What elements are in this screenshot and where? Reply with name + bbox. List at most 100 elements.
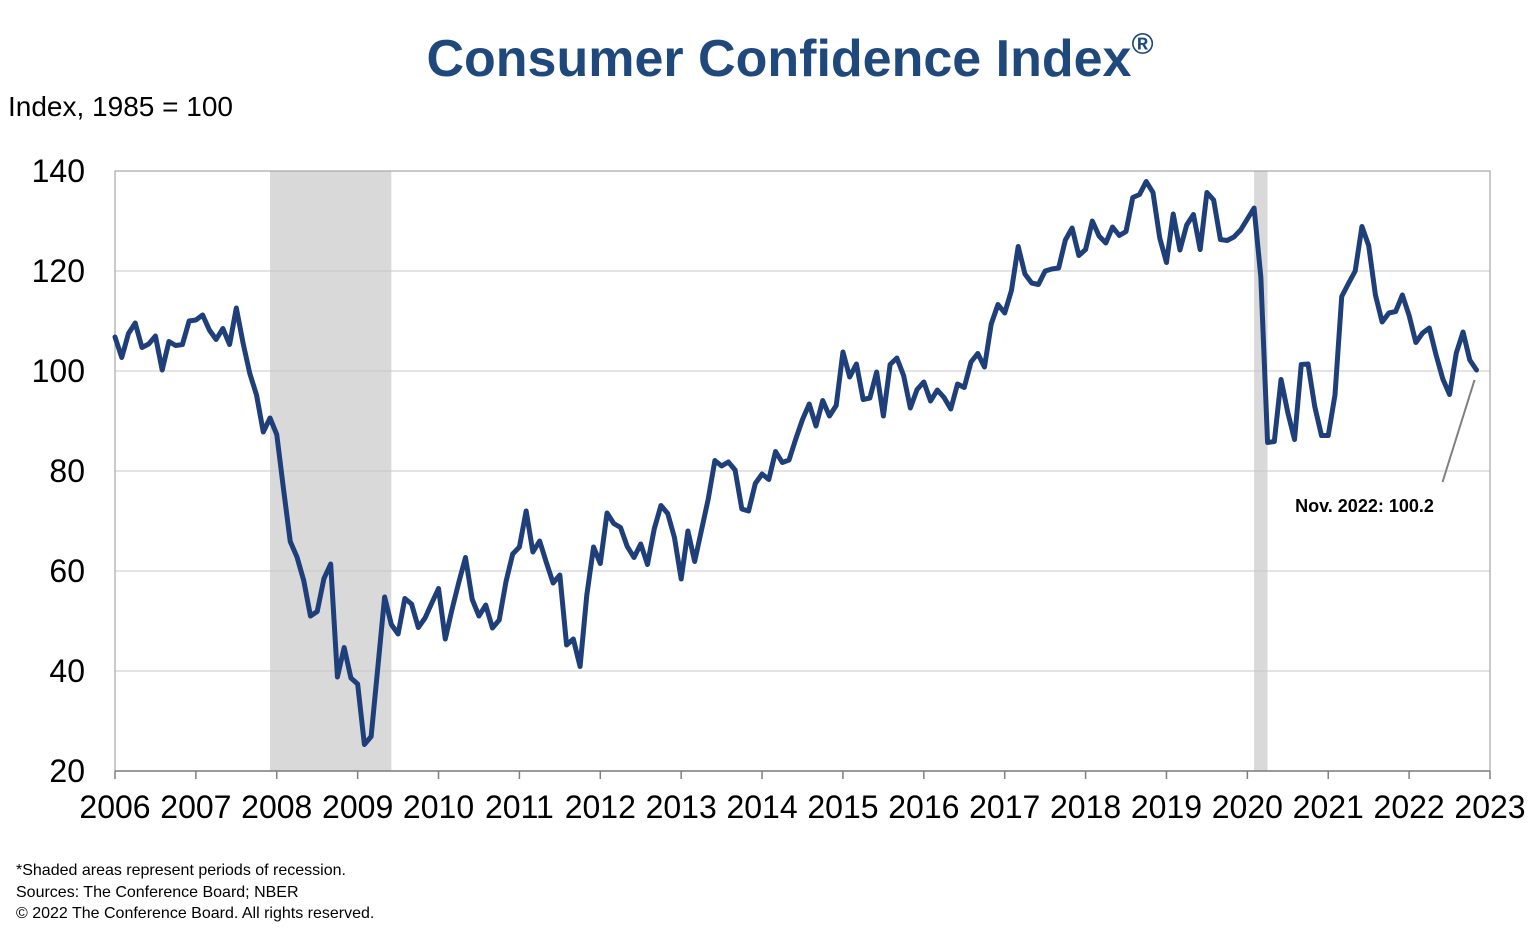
data-point bbox=[1434, 353, 1438, 357]
data-point bbox=[626, 545, 629, 548]
x-tick-label: 2016 bbox=[888, 789, 959, 825]
y-tick-label: 80 bbox=[49, 453, 85, 489]
data-point bbox=[396, 632, 400, 636]
data-point bbox=[1380, 320, 1384, 324]
recession-footnote: *Shaded areas represent periods of reces… bbox=[16, 862, 346, 879]
data-point bbox=[369, 735, 373, 738]
data-point bbox=[1124, 230, 1128, 233]
data-point bbox=[1441, 377, 1445, 381]
data-point bbox=[1448, 393, 1451, 396]
data-point bbox=[754, 482, 757, 485]
registered-mark: ® bbox=[1131, 28, 1153, 61]
data-point bbox=[390, 623, 393, 626]
data-point bbox=[875, 370, 878, 374]
gridlines bbox=[115, 270, 1490, 672]
data-point bbox=[1239, 228, 1242, 232]
data-point bbox=[1461, 330, 1465, 334]
data-point bbox=[417, 626, 420, 629]
data-point bbox=[1118, 234, 1121, 237]
data-point bbox=[599, 562, 602, 565]
data-point bbox=[403, 597, 407, 600]
data-point bbox=[1421, 331, 1424, 335]
x-tick-label: 2023 bbox=[1454, 789, 1525, 825]
data-point bbox=[1165, 261, 1168, 264]
data-point bbox=[221, 327, 225, 330]
data-point bbox=[1367, 244, 1370, 247]
data-point bbox=[140, 346, 144, 349]
data-point bbox=[774, 450, 777, 453]
data-point bbox=[888, 363, 892, 366]
data-point bbox=[855, 362, 858, 366]
data-point bbox=[673, 536, 676, 539]
data-point bbox=[787, 458, 791, 462]
data-point bbox=[861, 398, 865, 401]
data-point bbox=[632, 556, 636, 559]
data-point bbox=[1347, 282, 1350, 285]
data-point bbox=[679, 577, 683, 581]
data-point bbox=[1111, 225, 1114, 229]
data-point bbox=[841, 350, 845, 354]
data-point bbox=[585, 593, 589, 597]
data-point bbox=[727, 460, 730, 464]
y-axis-unit-label: Index, 1985 = 100 bbox=[8, 91, 233, 122]
data-point bbox=[949, 407, 952, 411]
data-point bbox=[363, 743, 366, 746]
data-point bbox=[1246, 217, 1249, 221]
data-point bbox=[1057, 266, 1060, 270]
x-tick-label: 2015 bbox=[807, 789, 878, 825]
y-tick-label: 40 bbox=[49, 653, 85, 689]
data-point bbox=[942, 396, 946, 399]
data-point bbox=[1360, 225, 1364, 228]
data-point bbox=[1097, 234, 1101, 238]
data-point bbox=[868, 396, 872, 400]
data-point bbox=[241, 341, 245, 345]
data-point bbox=[1313, 405, 1316, 408]
data-point bbox=[1387, 311, 1391, 315]
data-point bbox=[767, 478, 770, 481]
data-point bbox=[410, 602, 413, 606]
data-point bbox=[147, 342, 150, 346]
data-point bbox=[1340, 295, 1343, 298]
data-point bbox=[167, 340, 171, 343]
data-point bbox=[1394, 310, 1397, 313]
annotation-label: Nov. 2022: 100.2 bbox=[1295, 496, 1434, 516]
y-tick-label: 100 bbox=[32, 353, 85, 389]
y-tick-label: 20 bbox=[49, 753, 85, 789]
data-point bbox=[929, 399, 932, 403]
data-point bbox=[268, 416, 272, 420]
data-point bbox=[1205, 191, 1209, 194]
data-point bbox=[659, 504, 663, 507]
data-point bbox=[1178, 248, 1182, 252]
data-point bbox=[235, 306, 238, 310]
data-point bbox=[936, 388, 939, 392]
data-point bbox=[909, 406, 912, 410]
data-point bbox=[808, 402, 811, 406]
data-point bbox=[1300, 363, 1303, 366]
data-point bbox=[1070, 226, 1074, 230]
x-axis: 2006 2007 2008 2009 2010 2011 2012 2013 2014 2015… bbox=[79, 770, 1526, 825]
data-point bbox=[1259, 275, 1263, 279]
data-point bbox=[619, 526, 622, 529]
data-point bbox=[1401, 293, 1404, 297]
data-point bbox=[956, 382, 959, 386]
data-point bbox=[990, 322, 993, 326]
data-point bbox=[1064, 238, 1067, 242]
data-point bbox=[464, 556, 467, 559]
data-point bbox=[915, 388, 919, 391]
data-point bbox=[504, 580, 508, 584]
data-point bbox=[1037, 283, 1040, 286]
data-point bbox=[801, 418, 804, 421]
data-point bbox=[538, 539, 541, 543]
data-point bbox=[1003, 311, 1006, 315]
data-point bbox=[693, 560, 696, 563]
data-point bbox=[1327, 434, 1330, 437]
data-point bbox=[814, 424, 818, 428]
y-tick-label: 140 bbox=[32, 153, 85, 189]
data-point bbox=[646, 563, 649, 566]
data-point bbox=[706, 498, 710, 501]
data-point bbox=[639, 542, 642, 546]
data-point bbox=[1212, 198, 1215, 202]
data-point bbox=[1333, 393, 1337, 397]
data-point bbox=[578, 665, 582, 668]
